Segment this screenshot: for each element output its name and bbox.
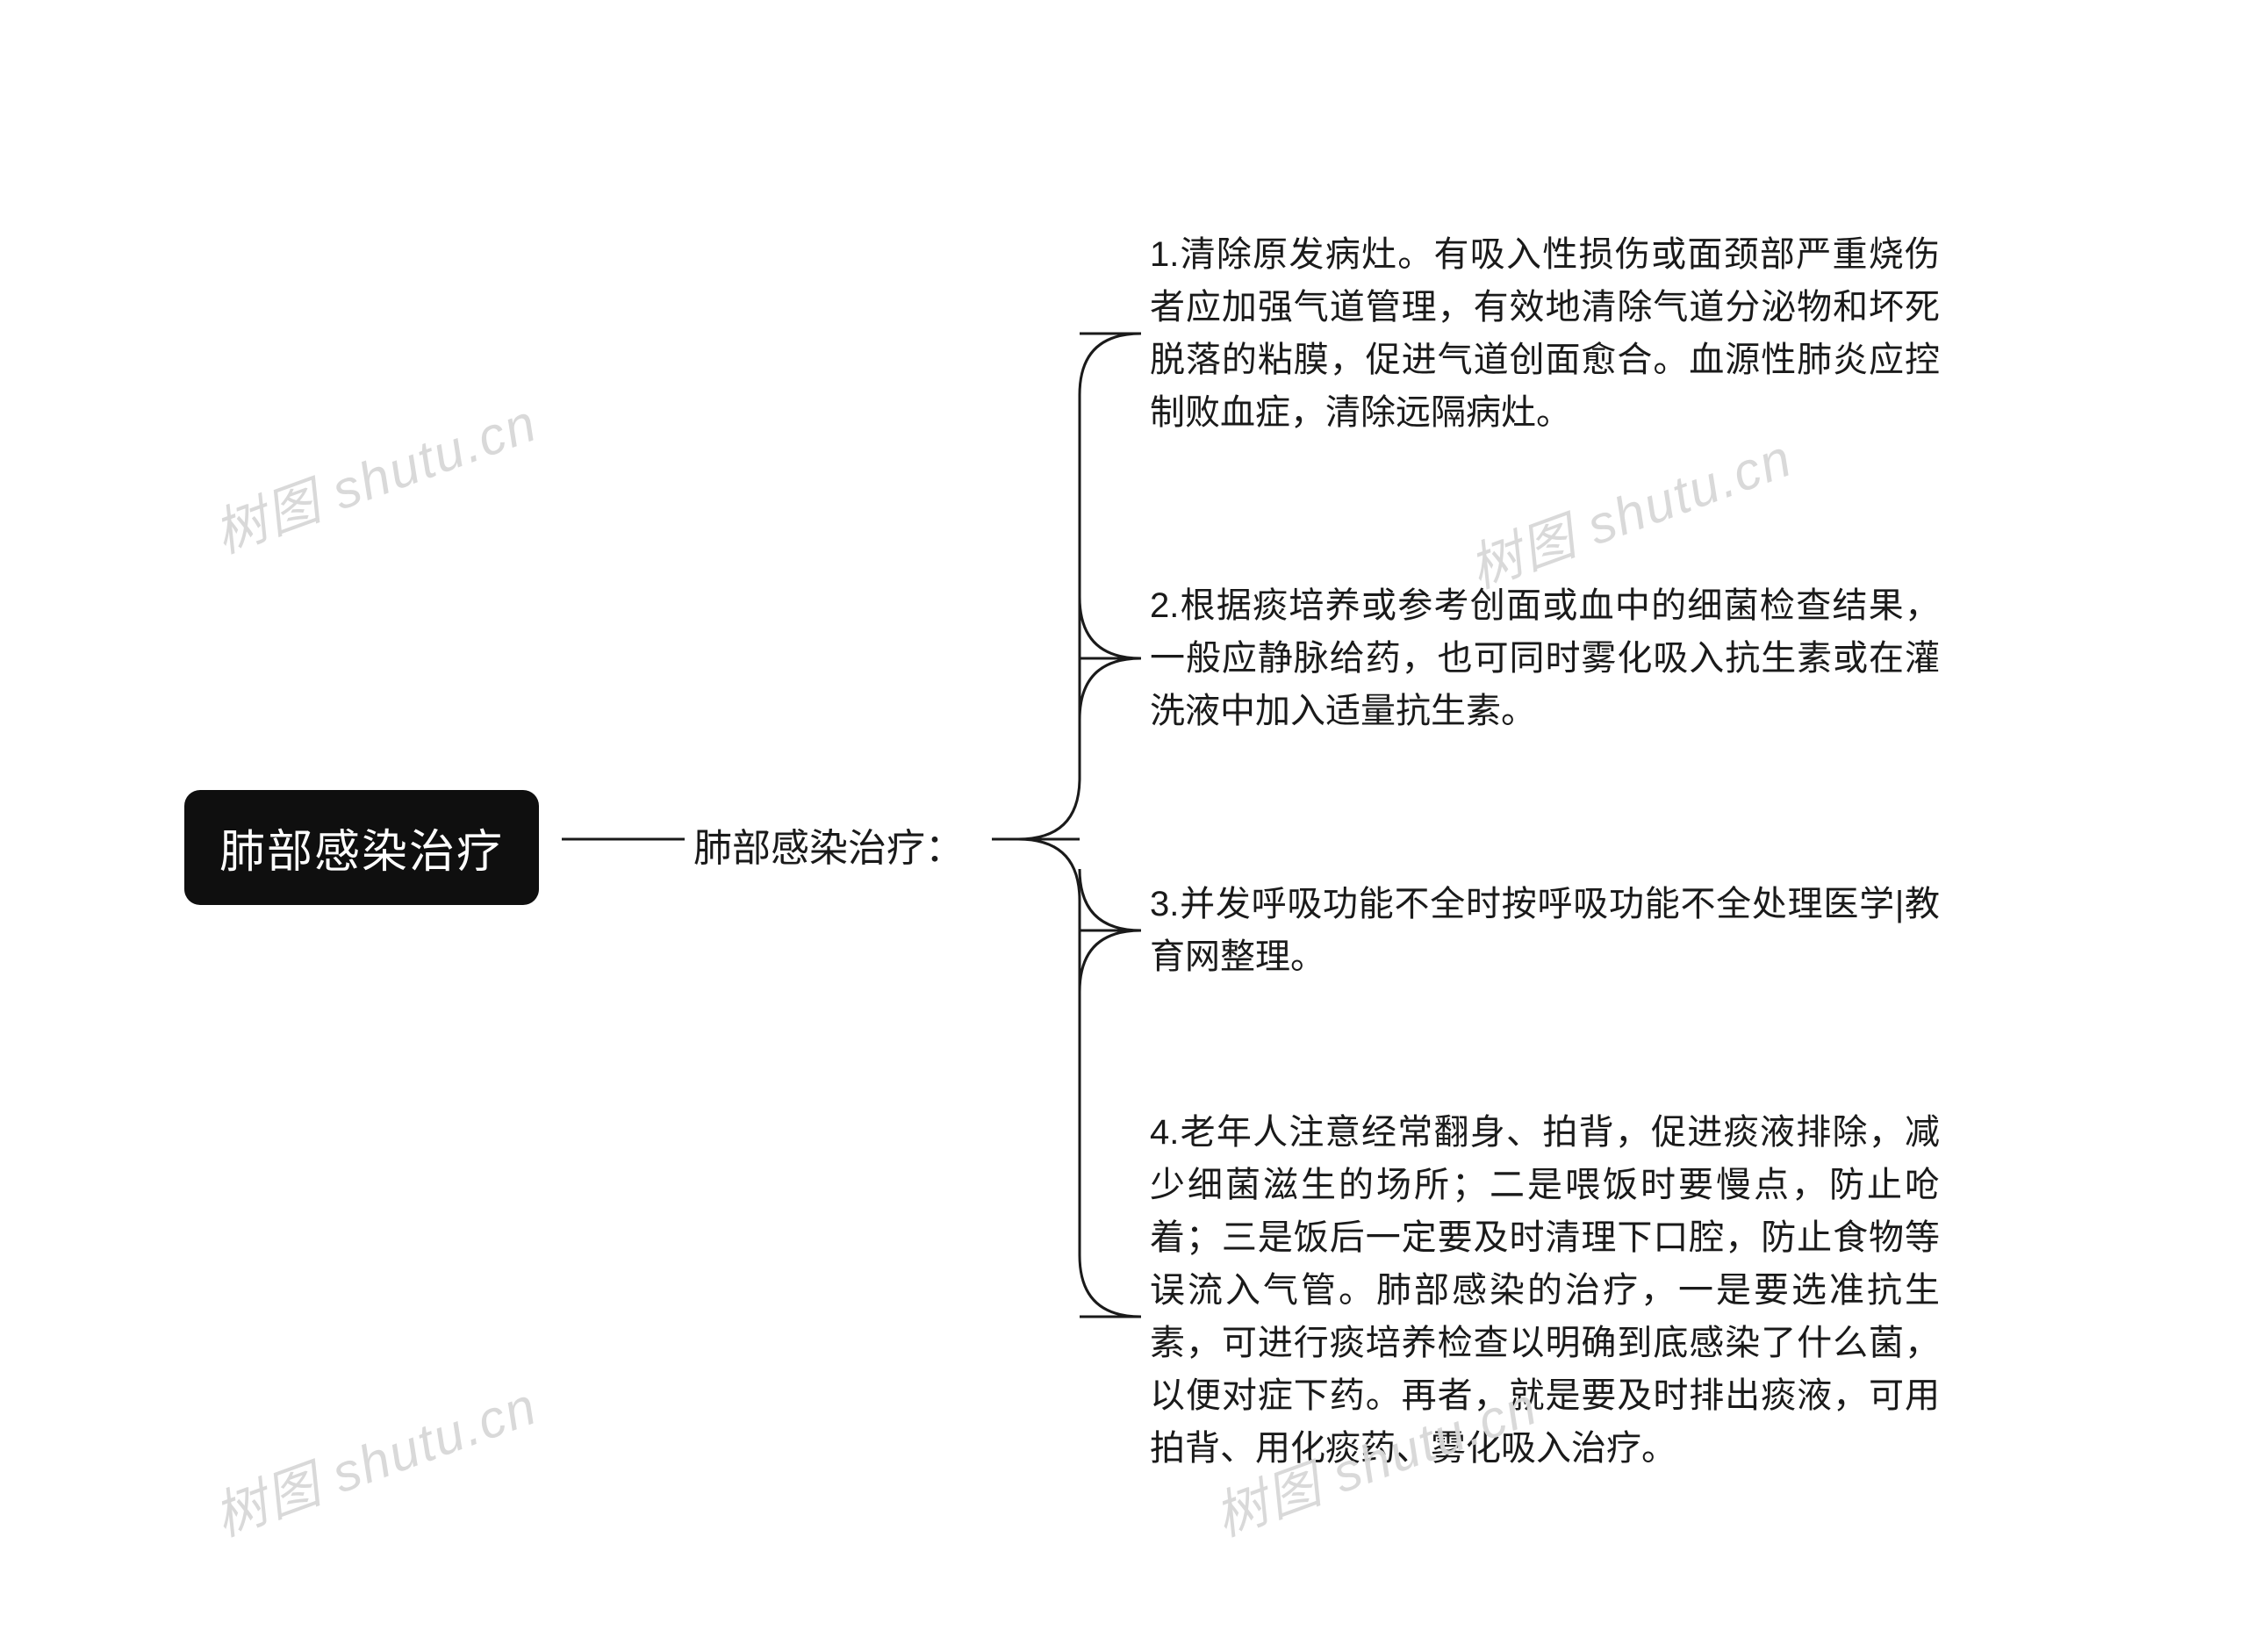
watermark: 树图 shutu.cn: [202, 1363, 546, 1551]
root-label: 肺部感染治疗: [219, 827, 504, 878]
leaf-node-3[interactable]: 3.并发呼吸功能不全时按呼吸功能不全处理医学|教育网整理。: [1150, 878, 1940, 983]
leaf-text: 2.根据痰培养或参考创面或血中的细菌检查结果，一般应静脉给药，也可同时雾化吸入抗…: [1150, 586, 1940, 730]
branch-node[interactable]: 肺部感染治疗：: [693, 816, 964, 873]
leaf-text: 4.老年人注意经常翻身、拍背，促进痰液排除，减少细菌滋生的场所；二是喂饭时要慢点…: [1150, 1113, 1940, 1468]
leaf-text: 1.清除原发病灶。有吸入性损伤或面颈部严重烧伤者应加强气道管理，有效地清除气道分…: [1150, 235, 1940, 432]
leaf-node-1[interactable]: 1.清除原发病灶。有吸入性损伤或面颈部严重烧伤者应加强气道管理，有效地清除气道分…: [1150, 228, 1940, 439]
leaf-text: 3.并发呼吸功能不全时按呼吸功能不全处理医学|教育网整理。: [1150, 885, 1940, 976]
root-node[interactable]: 肺部感染治疗: [184, 790, 539, 905]
branch-label-text: 肺部感染治疗：: [693, 827, 964, 870]
watermark: 树图 shutu.cn: [1457, 415, 1801, 603]
leaf-node-2[interactable]: 2.根据痰培养或参考创面或血中的细菌检查结果，一般应静脉给药，也可同时雾化吸入抗…: [1150, 579, 1940, 737]
watermark: 树图 shutu.cn: [202, 380, 546, 568]
leaf-node-4[interactable]: 4.老年人注意经常翻身、拍背，促进痰液排除，减少细菌滋生的场所；二是喂饭时要慢点…: [1150, 1106, 1940, 1475]
